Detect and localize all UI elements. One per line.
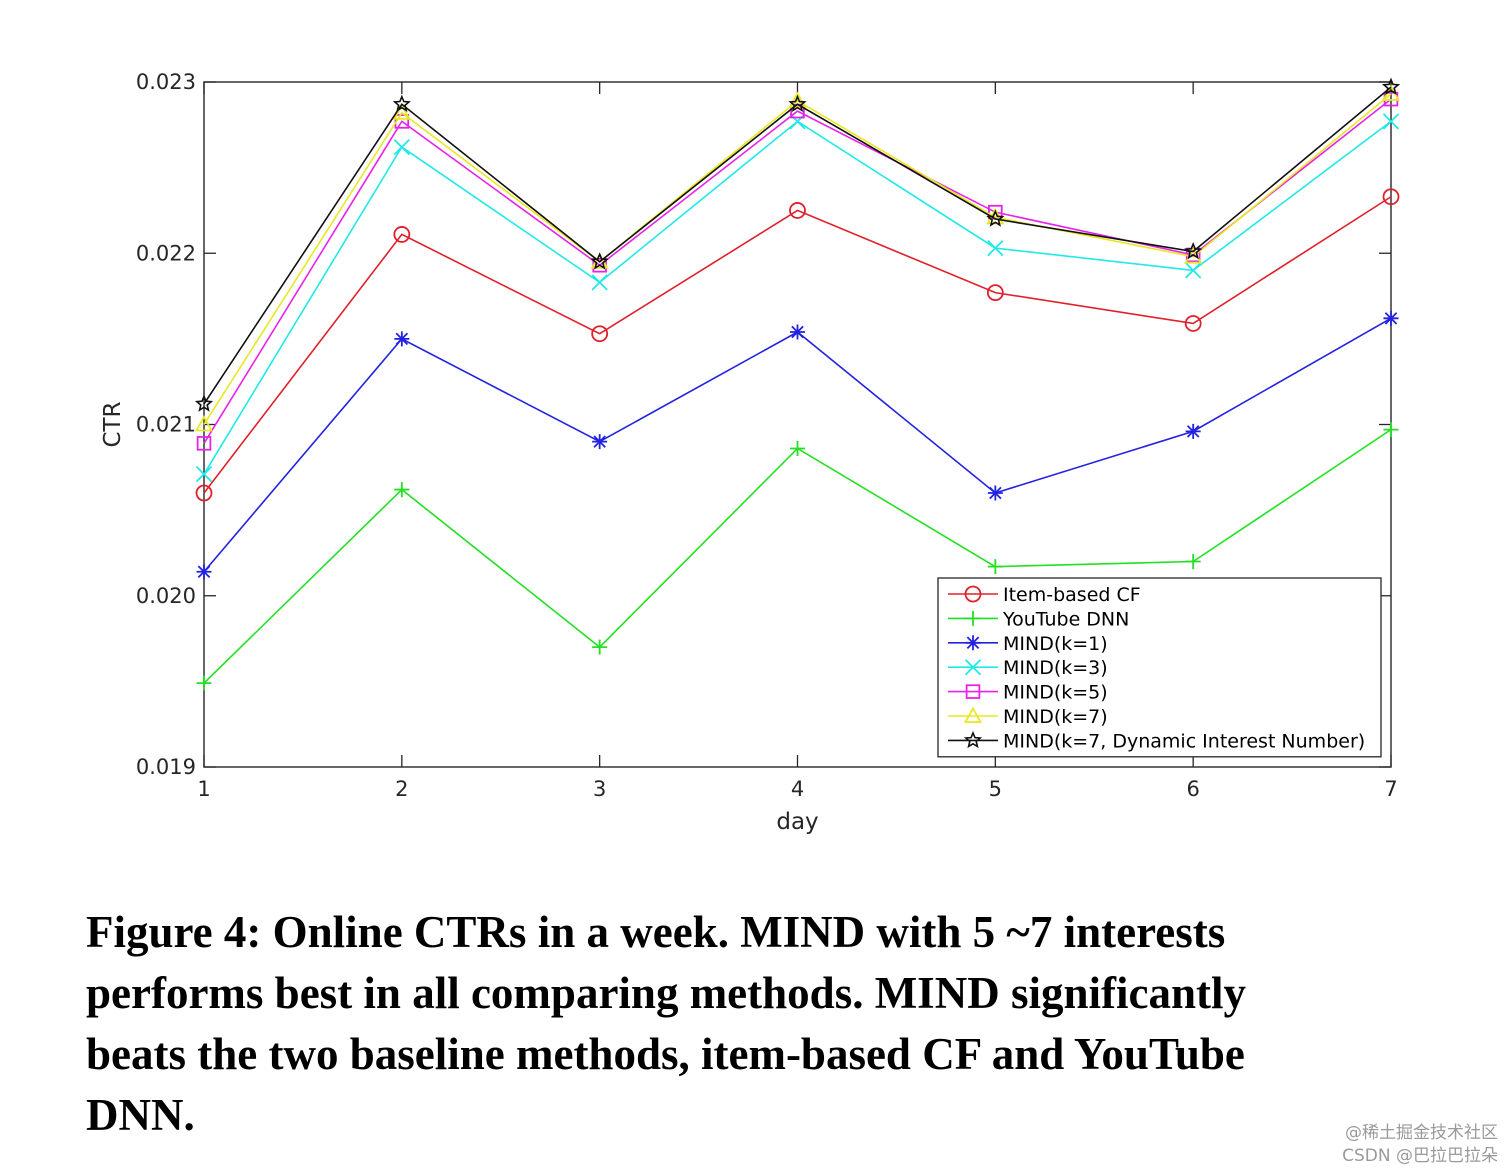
x-tick-label: 3 — [593, 777, 606, 801]
series-3 — [195, 113, 1400, 483]
series-5 — [194, 84, 1401, 432]
data-point-s2-d1 — [196, 564, 212, 580]
y-axis-label: CTR — [100, 401, 126, 447]
x-tick-label: 5 — [989, 777, 1002, 801]
data-point-s1-d7 — [1383, 422, 1399, 438]
data-point-s2-d3 — [592, 434, 608, 450]
data-point-s2-d2 — [394, 331, 410, 347]
data-point-s3-d3 — [591, 274, 608, 291]
data-point-s3-d2 — [393, 138, 410, 156]
data-point-s6-d5 — [986, 209, 1005, 227]
data-point-s1-d2 — [394, 482, 410, 498]
legend-marker-3 — [964, 659, 982, 676]
y-tick-label: 0.023 — [136, 70, 196, 94]
data-point-s2-d6 — [1185, 423, 1201, 439]
data-point-s6-d2 — [392, 94, 411, 113]
series-6 — [194, 77, 1401, 412]
legend-marker-5 — [963, 706, 983, 723]
x-tick-label: 6 — [1186, 777, 1199, 801]
legend-entry-3: MIND(k=3) — [948, 657, 1108, 679]
data-point-s5-d3 — [590, 252, 609, 269]
data-point-s3-d5 — [987, 239, 1004, 257]
data-point-s0-d1 — [195, 484, 213, 502]
series-line-0 — [203, 196, 1392, 494]
series-line-4 — [203, 98, 1392, 444]
data-point-s0-d4 — [789, 202, 806, 219]
legend-marker-0 — [964, 585, 982, 603]
data-point-s6-d3 — [590, 252, 609, 270]
data-point-s6-d7 — [1381, 77, 1401, 95]
series-2 — [196, 310, 1399, 580]
watermark-juejin: @稀土掘金技术社区 — [1345, 1123, 1498, 1143]
figure-caption: Figure 4: Online CTRs in a week. MIND wi… — [86, 902, 1426, 1146]
data-point-s0-d2 — [393, 226, 411, 243]
data-point-s5-d1 — [194, 415, 214, 432]
chart-series — [194, 77, 1401, 691]
legend-label-4: MIND(k=5) — [1003, 682, 1108, 704]
data-point-s3-d1 — [195, 466, 213, 483]
caption-line-4: DNN. — [86, 1090, 195, 1140]
x-tick-label: 1 — [197, 777, 210, 801]
data-point-s1-d6 — [1185, 554, 1201, 569]
data-point-s2-d5 — [987, 485, 1003, 501]
x-tick-label: 2 — [395, 777, 408, 801]
series-line-3 — [203, 120, 1392, 475]
series-line-5 — [203, 93, 1392, 425]
legend-marker-2 — [965, 635, 981, 651]
data-point-s4-d1 — [196, 436, 212, 451]
legend-marker-6 — [963, 730, 983, 749]
series-0 — [195, 188, 1400, 502]
y-tick-label: 0.021 — [136, 413, 196, 437]
x-tick-label: 4 — [791, 777, 804, 801]
legend-entry-5: MIND(k=7) — [948, 706, 1108, 728]
data-point-s6-d1 — [194, 394, 214, 412]
legend-label-3: MIND(k=3) — [1003, 657, 1108, 679]
data-point-s1-d3 — [592, 639, 608, 655]
legend-label-6: MIND(k=7, Dynamic Interest Number) — [1003, 730, 1365, 752]
data-point-s2-d4 — [790, 324, 805, 340]
legend-entry-0: Item-based CF — [948, 584, 1141, 606]
data-point-s5-d2 — [392, 103, 411, 120]
series-4 — [196, 91, 1399, 451]
y-tick-label: 0.022 — [136, 241, 196, 265]
caption-line-2: performs best in all comparing methods. … — [86, 968, 1246, 1018]
ctr-line-chart: 0.019 0.020 0.021 0.022 0.023 1 2 3 4 5 6 7 day CTR I… — [100, 70, 1401, 835]
data-point-s6-d6 — [1184, 241, 1203, 260]
data-point-s3-d4 — [789, 113, 806, 130]
x-axis-label: day — [776, 809, 818, 835]
legend-box — [937, 577, 1382, 758]
legend-entry-6: MIND(k=7, Dynamic Interest Number) — [948, 730, 1365, 752]
chart-axes: 0.019 0.020 0.021 0.022 0.023 1 2 3 4 5 6 7 day CTR — [100, 70, 1398, 835]
y-tick-label: 0.020 — [136, 584, 196, 608]
series-1 — [196, 422, 1399, 691]
data-point-s1-d1 — [196, 675, 212, 691]
legend-marker-4 — [965, 684, 981, 699]
data-point-s0-d5 — [986, 284, 1004, 302]
legend-label-5: MIND(k=7) — [1003, 706, 1108, 728]
caption-line-1: Figure 4: Online CTRs in a week. MIND wi… — [86, 907, 1226, 957]
data-point-s3-d7 — [1382, 113, 1400, 130]
x-tick-label: 7 — [1384, 777, 1397, 801]
legend-entry-2: MIND(k=1) — [948, 633, 1108, 655]
legend-label-2: MIND(k=1) — [1003, 633, 1108, 655]
legend-label-0: Item-based CF — [1003, 584, 1141, 606]
data-point-s1-d5 — [987, 559, 1003, 575]
caption-line-3: beats the two baseline methods, item-bas… — [86, 1029, 1245, 1079]
y-tick-label: 0.019 — [136, 755, 196, 779]
data-point-s3-d6 — [1185, 262, 1202, 279]
data-point-s0-d7 — [1382, 188, 1400, 206]
data-point-s6-d4 — [788, 94, 807, 113]
legend-label-1: YouTube DNN — [1002, 608, 1129, 630]
watermark-csdn: CSDN @巴拉巴拉朵 — [1342, 1146, 1498, 1166]
data-point-s2-d7 — [1383, 310, 1399, 326]
legend-entry-1: YouTube DNN — [948, 608, 1129, 630]
data-point-s0-d3 — [591, 325, 609, 343]
legend-entry-4: MIND(k=5) — [948, 682, 1108, 704]
series-line-6 — [203, 86, 1392, 405]
legend-marker-1 — [965, 610, 981, 626]
data-point-s1-d4 — [790, 440, 805, 456]
data-point-s0-d6 — [1184, 315, 1202, 332]
